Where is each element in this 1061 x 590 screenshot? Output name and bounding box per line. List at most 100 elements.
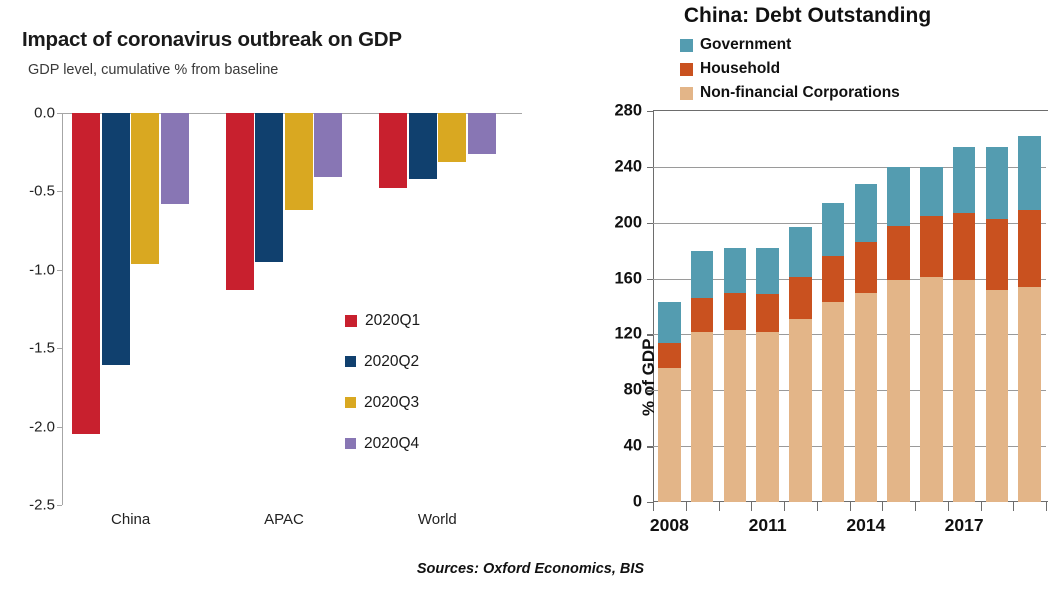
right-stacked-bar (690, 250, 714, 502)
right-y-tick-label: 240 (614, 157, 642, 176)
right-x-tick-mark (685, 502, 687, 511)
left-bar (408, 113, 437, 179)
right-y-tick-label: 280 (614, 101, 642, 120)
right-y-tick-label: 0 (632, 492, 642, 511)
legend-swatch-2020q3 (345, 397, 356, 408)
left-bar (438, 113, 467, 162)
left-bar (225, 113, 254, 291)
right-bar-segment (920, 215, 943, 278)
right-bar-segment (789, 226, 812, 278)
left-y-tick-label: 0.0 (34, 104, 55, 122)
left-y-tick-mark (57, 348, 62, 350)
right-bar-segment (952, 212, 976, 280)
right-y-axis-line (653, 110, 655, 503)
left-bar (160, 113, 189, 204)
right-bar-segment (887, 225, 910, 280)
right-gridline (653, 222, 1046, 224)
right-bar-segment (789, 277, 812, 320)
left-y-tick-label: -2.5 (29, 496, 55, 514)
right-bar-segment (821, 203, 845, 257)
right-bar-segment (723, 330, 746, 502)
right-bar-segment (756, 293, 779, 332)
right-bar-segment (920, 166, 943, 216)
right-x-axis-label: 2017 (944, 515, 984, 535)
left-bar (131, 113, 160, 264)
right-x-tick-mark (1046, 502, 1048, 511)
left-y-axis-line (62, 113, 63, 505)
right-bar-segment (854, 242, 877, 293)
right-bar-segment (887, 166, 910, 226)
right-x-tick-mark (849, 502, 851, 511)
right-bar-segment (952, 147, 976, 213)
right-y-tick-mark (647, 446, 653, 448)
left-y-tick-label: -1.5 (29, 339, 55, 357)
legend-label-household: Household (700, 60, 781, 77)
left-bar-group (225, 113, 343, 505)
right-y-tick-label: 80 (623, 380, 642, 399)
legend-swatch-nonfinancial-corporations (680, 86, 693, 100)
right-y-tick-mark (647, 502, 653, 504)
legend-label-2020q2: 2020Q2 (364, 352, 420, 370)
right-x-tick-mark (882, 502, 884, 511)
left-bar (255, 113, 284, 262)
right-x-axis-label: 2008 (649, 515, 689, 535)
legend-item-2020q2: 2020Q2 (345, 341, 420, 382)
right-x-axis-label: 2014 (846, 515, 886, 535)
left-bar-group (379, 113, 496, 505)
right-stacked-bar (854, 183, 877, 502)
right-x-tick-mark (653, 502, 655, 511)
legend-label-2020q1: 2020Q1 (365, 311, 421, 329)
right-y-tick-label: 160 (614, 269, 642, 288)
china-debt-chart: China: Debt Outstanding Government House… (560, 0, 1061, 560)
legend-item-nonfinancial-corporations: Non-financial Corporations (680, 81, 900, 105)
legend-item-2020q3: 2020Q3 (345, 382, 420, 423)
right-bar-segment (1018, 210, 1041, 287)
right-top-frame-line (653, 110, 1048, 112)
right-bar-segment (756, 247, 779, 294)
right-bar-segment (690, 331, 714, 502)
right-gridline (653, 446, 1046, 448)
left-plot-area: 0.0 -0.5 -1.0 -1.5 -2.0 -2.5 China APAC World (29, 105, 522, 528)
right-stacked-bar (821, 203, 845, 502)
right-bar-segment (920, 277, 943, 502)
right-y-axis-title: % of GDP (639, 338, 658, 416)
right-bar-segment (1018, 136, 1041, 211)
right-stacked-bar (789, 226, 812, 502)
legend-swatch-government (680, 38, 693, 52)
legend-swatch-2020q2 (345, 356, 356, 367)
left-y-tick-mark (57, 269, 62, 271)
right-gridline (653, 166, 1046, 168)
left-bar (72, 113, 101, 435)
right-chart-title: China: Debt Outstanding (683, 4, 932, 27)
right-y-tick-label: 40 (623, 436, 642, 455)
right-x-axis-line (653, 501, 1048, 503)
left-x-axis-label: APAC (264, 511, 304, 528)
right-x-axis-label: 2011 (748, 515, 787, 535)
right-bar-segment (952, 279, 976, 502)
right-bar-segment (1018, 286, 1041, 502)
right-y-tick-mark (647, 111, 653, 113)
left-y-tick-label: -2.0 (29, 418, 55, 436)
left-y-tick-label: -1.0 (29, 261, 55, 279)
right-bar-segment (821, 256, 845, 303)
left-bar (379, 113, 408, 189)
right-x-tick-mark (816, 502, 818, 511)
left-y-tick-label: -0.5 (29, 182, 55, 200)
left-chart-subtitle: GDP level, cumulative % from baseline (28, 62, 279, 78)
right-bar-segment (985, 289, 1008, 502)
right-chart-legend: Government Household Non-financial Corpo… (680, 33, 900, 105)
left-x-axis-label: China (111, 511, 151, 528)
right-stacked-bar (658, 302, 681, 502)
legend-label-nonfinancial-corporations: Non-financial Corporations (700, 84, 900, 101)
right-y-tick-mark (647, 166, 653, 169)
right-bar-segment (690, 298, 714, 332)
right-x-tick-mark (980, 502, 982, 511)
left-y-tick-mark (57, 505, 62, 506)
left-bar (314, 113, 343, 178)
right-bar-segment (985, 147, 1008, 219)
right-bar-segment (658, 302, 681, 343)
right-bar-segment (658, 367, 681, 502)
right-x-tick-mark (915, 502, 917, 511)
right-stacked-bar (952, 147, 976, 502)
left-bar (284, 113, 313, 211)
